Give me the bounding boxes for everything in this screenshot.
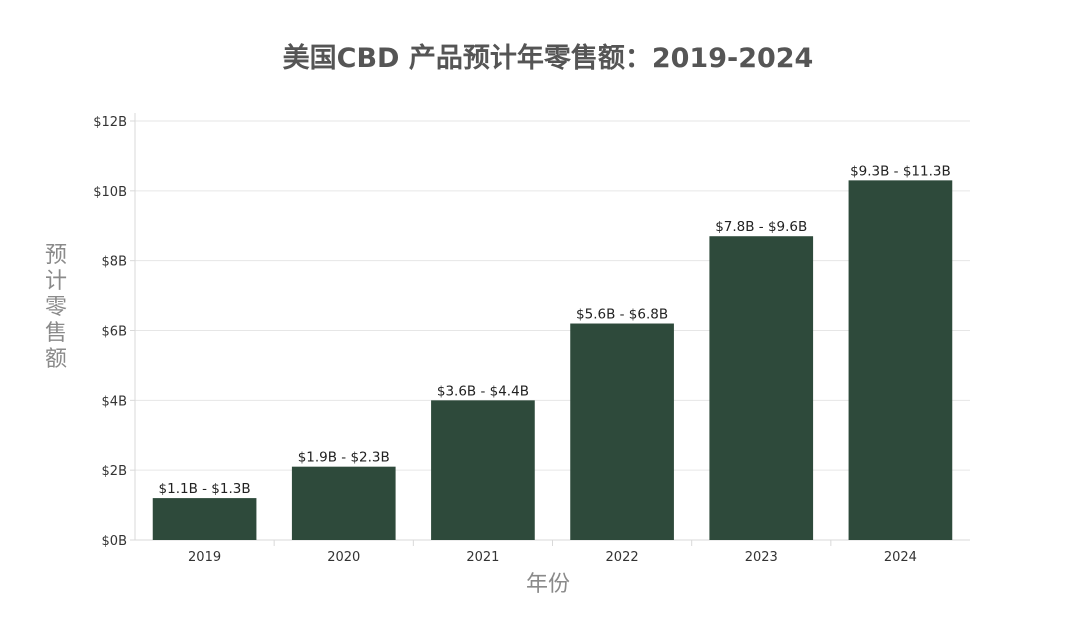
y-tick-label: $4B [102, 394, 127, 409]
x-tick-label: 2020 [327, 550, 360, 565]
x-tick-label: 2019 [188, 550, 221, 565]
bars [152, 180, 953, 540]
bar-data-label: $1.9B - $2.3B [298, 450, 390, 466]
y-tick-label: $8B [102, 255, 127, 270]
bar-data-label: $1.1B - $1.3B [159, 481, 251, 497]
y-axis-title-char: 计 [45, 269, 67, 294]
x-axis-ticks: 2019 2020 2021 2022 2023 2024 [188, 540, 917, 565]
y-axis-title-char: 售 [45, 321, 67, 346]
bar-2021 [431, 400, 535, 540]
bar-data-label: $9.3B - $11.3B [850, 163, 951, 179]
y-axis-title-char: 零 [45, 295, 67, 320]
y-tick-label: $10B [93, 185, 127, 200]
x-tick-label: 2022 [606, 550, 639, 565]
bar-2019 [152, 498, 257, 540]
y-tick-label: $0B [102, 534, 127, 549]
y-axis-title-char: 预 [45, 243, 67, 268]
x-axis-title: 年份 [526, 572, 570, 597]
x-tick-label: 2024 [884, 550, 917, 565]
bar-2022 [570, 323, 674, 540]
bar-2020 [291, 466, 396, 540]
chart-title: 美国CBD 产品预计年零售额：2019-2024 [283, 42, 814, 74]
x-tick-label: 2023 [745, 550, 778, 565]
bar-2023 [709, 236, 814, 540]
bar-2024 [848, 180, 953, 540]
y-tick-label: $12B [93, 115, 127, 130]
gridlines [135, 120, 970, 471]
bar-data-labels: $1.1B - $1.3B $1.9B - $2.3B $3.6B - $4.4B $… [159, 163, 951, 497]
bar-data-label: $5.6B - $6.8B [576, 307, 668, 323]
bar-data-label: $3.6B - $4.4B [437, 383, 529, 399]
y-axis-ticks: $0B $2B $4B $6B $8B $10B $12B [93, 115, 135, 549]
bar-data-label: $7.8B - $9.6B [715, 219, 807, 235]
axes [134, 113, 970, 541]
y-axis-title-char: 额 [45, 347, 67, 372]
x-tick-label: 2021 [466, 550, 499, 565]
y-tick-label: $6B [102, 325, 127, 340]
y-tick-label: $2B [102, 464, 127, 479]
